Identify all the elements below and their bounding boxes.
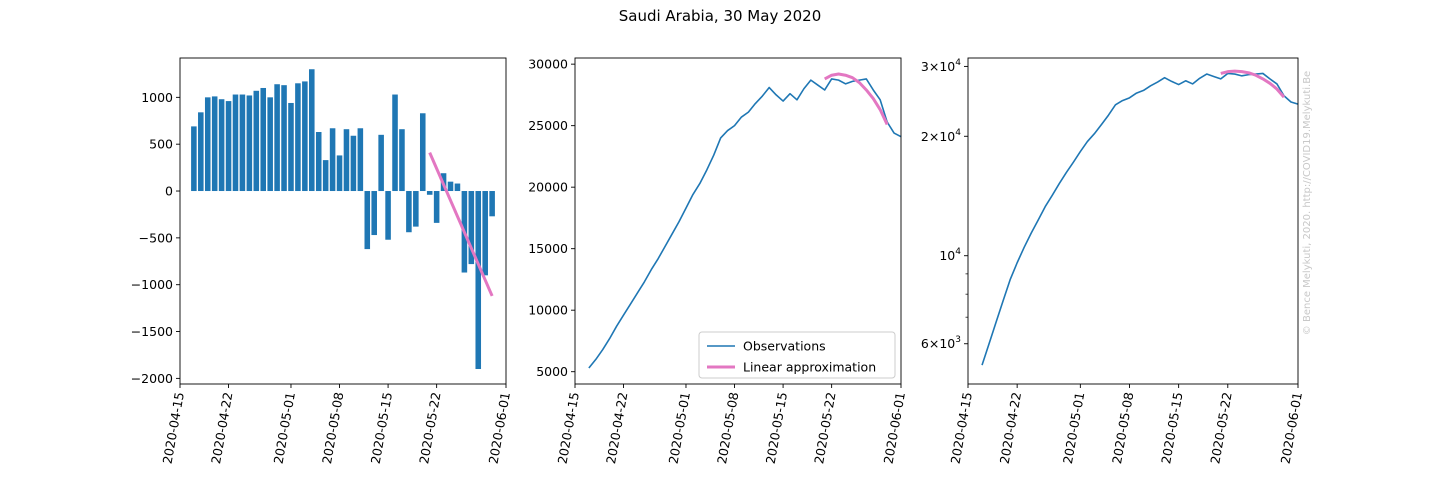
copyright-watermark: © Bence Melykuti, 2020. http://COVID19.M… [1302,71,1313,335]
x-tick-label: 2020-05-22 [811,391,838,465]
bar [447,181,454,192]
bar [309,69,315,192]
x-tick-label: 2020-05-22 [416,391,443,465]
y-tick-label: 20000 [528,180,568,195]
x-tick-label: 2020-04-15 [160,391,187,465]
bar [482,191,488,276]
x-tick-label: 2020-05-01 [1060,391,1087,465]
y-tick-label: 104 [939,247,961,263]
x-tick-label: 2020-05-01 [666,391,693,465]
linear-approximation-line [823,72,889,126]
daily-change-bar-chart: 2020-04-15 2020-04-22 2020-05-01 2020-05-08… [131,57,513,465]
bar [302,81,308,192]
bar [343,129,350,192]
observations-line [588,78,902,369]
x-tick-label: 2020-04-22 [208,391,235,465]
bar [191,126,197,192]
legend-entry: Observations [743,339,826,354]
axes-frame [967,57,1299,385]
x-tick-label: 2020-05-08 [319,391,346,465]
x-tick-label: 2020-04-15 [555,391,582,465]
legend: Observations Linear approximation [698,331,896,379]
bar [281,85,287,192]
y-tick-label: −500 [139,230,173,245]
bar [239,94,246,192]
active-cases-log-chart: 2020-04-15 2020-04-22 2020-05-01 2020-05-08… [921,57,1305,465]
bar [426,191,433,195]
bar [378,134,384,192]
y-tick-label: 2×104 [921,128,961,144]
bar [489,191,495,217]
bar [274,84,280,192]
bar [204,97,211,192]
x-tick-label: 2020-04-22 [997,391,1024,465]
x-tick-label: 2020-06-01 [486,391,513,465]
y-tick-label: 15000 [528,241,568,256]
x-tick-label: 2020-04-15 [948,391,975,465]
bar [232,94,239,192]
bar [336,155,343,192]
y-tick-label: 3×104 [921,58,961,74]
bar [246,95,253,192]
bar [399,129,405,192]
bar [371,191,377,236]
x-tick-label: 2020-05-15 [763,391,790,465]
y-tick-label: 25000 [528,118,568,133]
y-tick-label: 0 [165,184,173,199]
axes-frame [574,57,902,385]
x-tick-label: 2020-05-08 [714,391,741,465]
x-tick-label: 2020-05-15 [368,391,395,465]
figure-title: Saudi Arabia, 30 May 2020 [619,7,822,25]
y-tick-label: 30000 [528,57,568,72]
y-tick-label: 6×103 [921,335,961,351]
axes-frame [179,57,507,385]
bar [225,101,232,192]
bar [419,113,426,192]
bar [413,191,419,227]
observations-line [981,72,1299,366]
bar [288,102,294,192]
y-tick-label: −1000 [131,277,173,292]
x-tick-label: 2020-06-01 [881,391,908,465]
x-tick-label: 2020-05-15 [1158,391,1185,465]
y-tick-label: 10000 [528,303,568,318]
bar [392,94,398,192]
x-tick-label: 2020-05-01 [271,391,298,465]
bar [385,191,391,240]
bar [295,83,301,192]
linear-approximation-line [428,152,494,297]
bar [198,112,204,192]
bar [211,96,218,192]
bar [350,135,357,192]
bar [357,128,364,192]
x-tick-label: 2020-05-22 [1207,391,1234,465]
active-cases-linear-chart: 2020-04-15 2020-04-22 2020-05-01 2020-05-08… [528,57,908,465]
bar [475,191,482,370]
bar [406,191,412,233]
y-tick-label: 1000 [141,90,173,105]
bar [260,87,267,192]
bar [364,191,371,250]
x-tick-label: 2020-04-22 [603,391,630,465]
bar [468,191,475,265]
bar [454,183,461,192]
bar [253,90,260,192]
x-tick-label: 2020-06-01 [1278,391,1305,465]
legend-box [698,331,896,379]
y-tick-label: −2000 [131,371,173,386]
linear-approximation-line [1220,69,1286,99]
y-tick-label: −1500 [131,324,173,339]
bar [267,97,273,192]
bar [433,191,440,223]
y-tick-label: 500 [149,137,173,152]
x-tick-label: 2020-05-08 [1109,391,1136,465]
legend-entry: Linear approximation [743,360,876,375]
bar [218,99,225,192]
y-tick-label: 5000 [536,364,568,379]
bar [322,160,329,192]
bar [315,132,322,192]
bar [329,128,336,192]
